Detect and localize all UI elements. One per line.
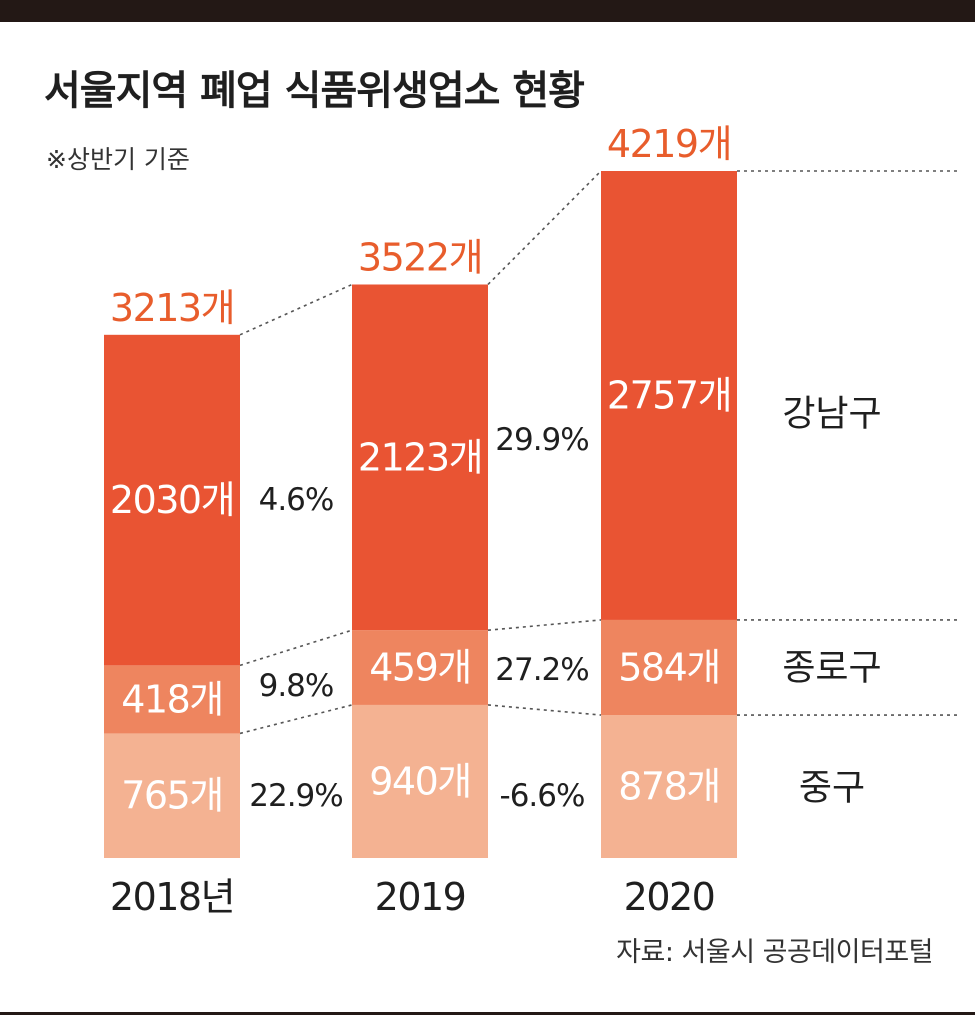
bar-segment-jongno: [601, 619, 737, 716]
change-percent-label: 22.9%: [249, 778, 342, 814]
top-bar: [0, 0, 975, 22]
bar-value-label: 878개: [618, 765, 720, 809]
chart-title: 서울지역 폐업 식품위생업소 현황: [44, 68, 585, 114]
change-percent-label: 29.9%: [495, 422, 588, 458]
bar-segment-gangnam: [601, 171, 737, 620]
bar-total-label: 3213개: [110, 286, 234, 330]
x-axis-tick-label: 2020: [624, 875, 715, 919]
bar-segment-gangnam: [104, 334, 240, 666]
bar-value-label: 940개: [369, 759, 471, 803]
legend-label-gangnam: 강남구: [782, 394, 881, 435]
change-percent-label: 9.8%: [259, 668, 334, 704]
bar-segment-jongno: [352, 630, 488, 705]
bar-value-label: 2123개: [358, 435, 482, 479]
bar-segment-junggu: [352, 704, 488, 858]
change-percent-label: -6.6%: [500, 778, 585, 814]
connector-line-boundary: [239, 704, 353, 735]
bar-value-label: 584개: [618, 645, 720, 689]
bar-segment-junggu: [104, 733, 240, 858]
legend-label-junggu: 중구: [799, 768, 865, 809]
legend-label-jongno: 종로구: [782, 648, 881, 689]
connector-line-top: [239, 283, 353, 336]
bar-total-label: 3522개: [358, 235, 482, 279]
bar-value-label: 2030개: [110, 478, 234, 522]
bar-value-label: 2757개: [607, 373, 731, 417]
bar-value-label: 459개: [369, 646, 471, 690]
change-percent-label: 4.6%: [259, 482, 334, 518]
bar-total-label: 4219개: [607, 122, 731, 166]
bar-segment-gangnam: [352, 284, 488, 631]
x-axis-tick-label: 2019: [375, 875, 466, 919]
bar-segment-jongno: [104, 665, 240, 734]
connector-line-boundary: [487, 619, 602, 631]
x-axis-tick-label: 2018년: [110, 875, 234, 919]
change-percent-label: 27.2%: [495, 652, 588, 688]
chart-note: ※상반기 기준: [46, 145, 190, 174]
connector-line-top: [487, 170, 602, 286]
bottom-rule: [0, 1012, 975, 1015]
bar-value-label: 418개: [121, 677, 223, 721]
connector-line-boundary: [487, 704, 602, 716]
bar-value-label: 765개: [121, 774, 223, 818]
source-caption: 자료: 서울시 공공데이터포털: [616, 937, 933, 968]
connector-line-boundary: [239, 629, 353, 667]
bar-segment-junggu: [601, 715, 737, 858]
